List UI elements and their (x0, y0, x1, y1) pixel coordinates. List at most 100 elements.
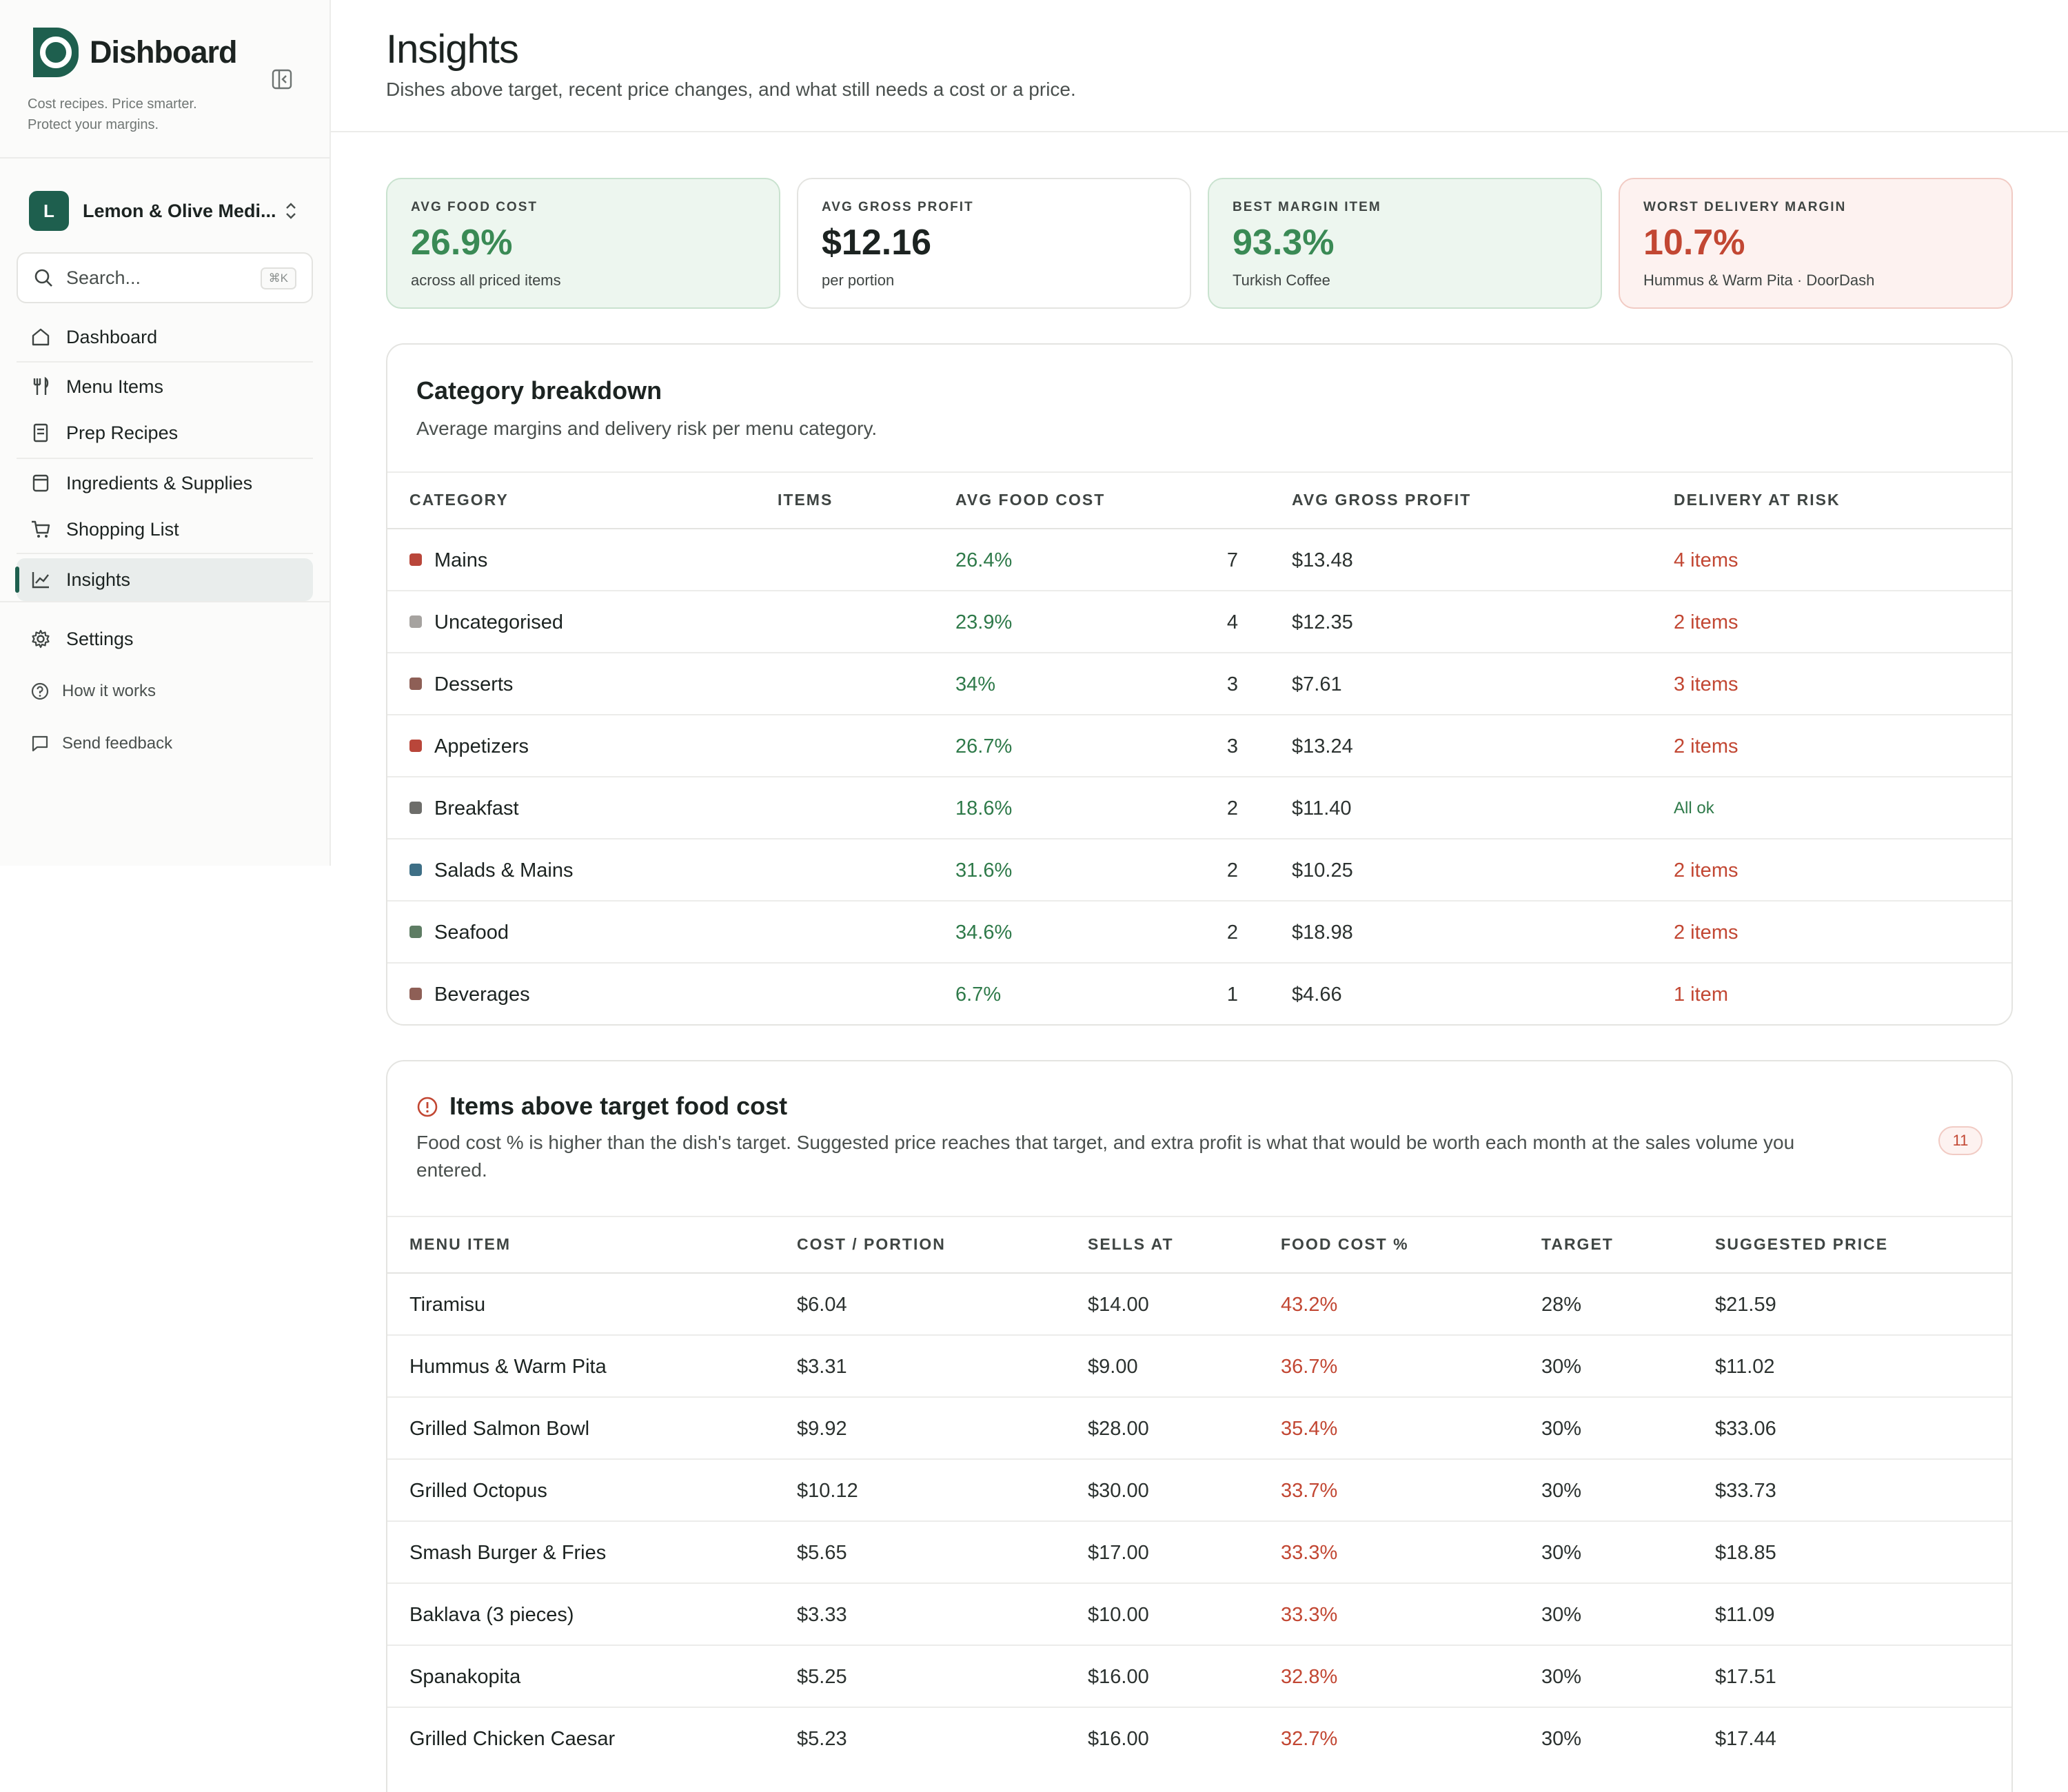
table-row[interactable]: Grilled Chicken Caesar $5.23 $16.00 32.7% 30… (387, 1708, 2011, 1770)
sidebar: Dishboard Cost recipes. Price smarter. P… (0, 0, 331, 866)
category-label: Uncategorised (434, 611, 563, 633)
target-percent: 30% (1541, 1542, 1582, 1564)
table-row[interactable]: Baklava (3 pieces) $3.33 $10.00 33.3% 30% $11… (387, 1584, 2011, 1646)
nav-item-insights[interactable]: Insights (15, 558, 313, 601)
nav-item-send-feedback[interactable]: Send feedback (17, 722, 313, 765)
nav-item-dashboard[interactable]: Dashboard (17, 316, 313, 358)
table-row[interactable]: Salads & Mains 2 31.6% $10.25 2 items (387, 839, 2011, 902)
cost-per-portion: $5.25 (797, 1666, 847, 1688)
table-row[interactable]: Smash Burger & Fries $5.65 $17.00 33.3% 30% $… (387, 1522, 2011, 1584)
kpi-note: Hummus & Warm Pita · DoorDash (1643, 272, 1875, 289)
page-subtitle: Dishes above target, recent price change… (386, 79, 1076, 100)
kpi-worst-delivery-margin: WORST DELIVERY MARGIN 10.7% Hummus & War… (1619, 178, 2013, 309)
org-avatar: L (29, 191, 69, 231)
target-percent: 28% (1541, 1294, 1582, 1316)
cart-icon (32, 520, 50, 538)
target-percent: 30% (1541, 1666, 1582, 1688)
food-cost-percent: 32.7% (1281, 1728, 1338, 1750)
delivery-at-risk: 2 items (1674, 859, 1738, 882)
table-row[interactable]: Hummus & Warm Pita $3.31 $9.00 36.7% 30% $11.… (387, 1336, 2011, 1398)
cost-per-portion: $3.31 (797, 1356, 847, 1378)
items-count: 2 (1226, 922, 1238, 944)
category-name: Beverages (409, 964, 530, 1024)
box-icon (32, 474, 49, 492)
sells-at: $30.00 (1088, 1480, 1149, 1502)
table-row[interactable]: Grilled Salmon Bowl $9.92 $28.00 35.4% 30% $3… (387, 1398, 2011, 1460)
table-row[interactable]: Desserts 3 34% $7.61 3 items (387, 653, 2011, 715)
org-name: Lemon & Olive Medi... (83, 200, 276, 221)
sells-at: $16.00 (1088, 1666, 1149, 1688)
column-header: COST / PORTION (797, 1235, 946, 1253)
nav-separator (17, 458, 313, 459)
table-row[interactable]: Spanakopita $5.25 $16.00 32.8% 30% $17.51 (387, 1646, 2011, 1708)
delivery-at-risk: 2 items (1674, 611, 1738, 633)
table-row[interactable]: Tiramisu $6.04 $14.00 43.2% 28% $21.59 (387, 1274, 2011, 1336)
category-name: Uncategorised (409, 591, 563, 653)
table-row[interactable]: Beverages 1 6.7% $4.66 1 item (387, 964, 2011, 1024)
card-subtitle: Average margins and delivery risk per me… (416, 418, 878, 439)
avg-food-cost: 18.6% (955, 797, 1013, 819)
category-breakdown-card: Category breakdown Average margins and d… (386, 343, 2013, 1026)
items-count: 3 (1226, 735, 1238, 757)
nav-label: Settings (66, 628, 134, 649)
fork-knife-icon (33, 376, 49, 395)
subtitle-line: Food cost % is higher than the dish's ta… (416, 1132, 1795, 1153)
column-header: SELLS AT (1088, 1235, 1174, 1253)
dishboard-logo-icon (33, 28, 79, 77)
search-box[interactable]: Search... ⌘K (17, 252, 313, 303)
avg-gross-profit: $13.48 (1292, 549, 1353, 571)
org-switcher[interactable]: L Lemon & Olive Medi... (29, 190, 305, 232)
column-header: CATEGORY (409, 491, 509, 509)
category-label: Desserts (434, 673, 514, 695)
category-label: Beverages (434, 984, 530, 1006)
category-label: Appetizers (434, 735, 529, 757)
items-count: 1 (1226, 984, 1238, 1006)
cost-per-portion: $10.12 (797, 1480, 858, 1502)
table-row[interactable]: Breakfast 2 18.6% $11.40 All ok (387, 777, 2011, 839)
sidebar-collapse-icon[interactable] (270, 68, 294, 91)
table-row[interactable]: Appetizers 3 26.7% $13.24 2 items (387, 715, 2011, 777)
avg-food-cost: 26.7% (955, 735, 1013, 757)
table-row[interactable]: Grilled Octopus $10.12 $30.00 33.7% 30% $33.7… (387, 1460, 2011, 1522)
kpi-value: $12.16 (822, 223, 932, 263)
category-color-dot (409, 615, 422, 629)
nav-item-how-it-works[interactable]: How it works (17, 670, 313, 713)
nav-item-shopping-list[interactable]: Shopping List (17, 508, 313, 551)
kpi-label: BEST MARGIN ITEM (1233, 200, 1381, 214)
target-percent: 30% (1541, 1356, 1582, 1378)
nav-label: Ingredients & Supplies (66, 472, 253, 493)
food-cost-percent: 33.7% (1281, 1480, 1338, 1502)
table-row[interactable]: Seafood 2 34.6% $18.98 2 items (387, 902, 2011, 964)
delivery-at-risk: 4 items (1674, 549, 1738, 571)
food-cost-percent: 36.7% (1281, 1356, 1338, 1378)
nav-separator (17, 553, 313, 554)
chevron-up-down-icon (286, 203, 296, 219)
nav-item-menu-items[interactable]: Menu Items (17, 365, 313, 408)
table-row[interactable]: Uncategorised 4 23.9% $12.35 2 items (387, 591, 2011, 653)
category-name: Salads & Mains (409, 839, 574, 902)
avg-gross-profit: $10.25 (1292, 859, 1353, 882)
kpi-label: AVG FOOD COST (411, 200, 538, 214)
nav-item-ingredients[interactable]: Ingredients & Supplies (17, 462, 313, 505)
brand[interactable]: Dishboard (33, 28, 238, 77)
table-row[interactable]: Mains 7 26.4% $13.48 4 items (387, 529, 2011, 591)
home-icon (32, 328, 50, 346)
food-cost-percent: 32.8% (1281, 1666, 1338, 1688)
items-count: 2 (1226, 859, 1238, 882)
target-percent: 30% (1541, 1604, 1582, 1626)
category-name: Desserts (409, 653, 513, 715)
card-title: Items above target food cost (449, 1092, 788, 1120)
avg-gross-profit: $4.66 (1292, 984, 1342, 1006)
kpi-note: Turkish Coffee (1233, 272, 1330, 289)
sells-at: $16.00 (1088, 1728, 1149, 1750)
nav-item-prep-recipes[interactable]: Prep Recipes (17, 411, 313, 454)
column-header: AVG GROSS PROFIT (1292, 491, 1472, 509)
nav-item-settings[interactable]: Settings (17, 618, 313, 660)
cost-per-portion: $6.04 (797, 1294, 847, 1316)
cost-per-portion: $3.33 (797, 1604, 847, 1626)
header-divider (331, 131, 2068, 132)
kpi-label: AVG GROSS PROFIT (822, 200, 974, 214)
avg-gross-profit: $11.40 (1292, 797, 1352, 819)
category-color-dot (409, 988, 422, 1001)
nav-label: Insights (66, 569, 131, 590)
